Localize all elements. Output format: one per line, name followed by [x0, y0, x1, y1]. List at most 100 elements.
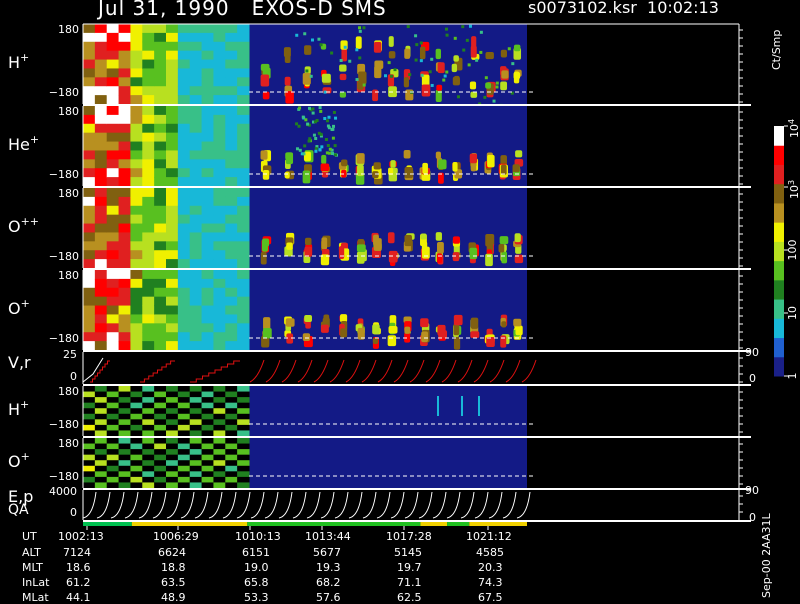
mlat-value: 62.5: [397, 591, 422, 604]
spectrogram-cell: [213, 314, 226, 324]
burst-mark: [302, 333, 311, 341]
spectrogram-cell: [154, 397, 167, 404]
spectrogram-cell: [118, 419, 131, 426]
spectrogram-cell: [177, 454, 191, 461]
alt-value: 6624: [158, 546, 186, 559]
spectrogram-cell: [225, 408, 238, 415]
spectrogram-cell: [106, 438, 120, 445]
spectrogram-cell: [106, 332, 120, 342]
mlt-value: 18.8: [161, 561, 186, 574]
mlt-value: 19.0: [244, 561, 269, 574]
noise-speck: [300, 152, 304, 156]
burst-mark: [388, 167, 394, 176]
spectrogram-cell: [177, 114, 191, 125]
noise-speck: [305, 69, 309, 73]
spectrogram-cell: [94, 397, 108, 404]
spectrogram-cell: [106, 86, 120, 96]
spectrogram-cell: [83, 296, 96, 307]
spectrogram-cell: [106, 296, 120, 307]
spectrogram-cell: [225, 460, 238, 467]
burst-mark: [372, 89, 379, 102]
spectrogram-cell: [94, 413, 108, 420]
spectrogram-cell: [106, 95, 120, 105]
noise-speck: [443, 74, 447, 78]
spectrogram-cell: [83, 287, 96, 298]
spectrogram-cell: [225, 438, 238, 445]
velocity-line: [393, 359, 409, 383]
spectrogram-cell: [118, 305, 131, 315]
spectrogram-cell: [166, 188, 179, 198]
spectrogram-cell: [225, 465, 238, 472]
alt-value: 7124: [63, 546, 91, 559]
burst-mark: [262, 169, 270, 180]
spectrogram-cell: [154, 443, 167, 450]
spectrogram-cell: [201, 177, 214, 187]
spectrogram-cell: [154, 476, 167, 483]
alt-value: 5145: [394, 546, 422, 559]
spectrogram-cell: [154, 270, 167, 280]
spectrogram-cell: [83, 419, 96, 426]
y-tick-label: 180: [58, 385, 79, 398]
burst-mark: [453, 55, 459, 62]
spectrogram-cell: [166, 68, 179, 78]
spectrogram-cell: [130, 24, 143, 34]
spectrogram-cell: [189, 323, 203, 333]
spectrogram-cell: [130, 402, 143, 409]
spectrogram-cell: [237, 177, 250, 187]
burst-mark: [372, 337, 379, 345]
inlat-value: 74.3: [478, 576, 503, 589]
noise-speck: [303, 32, 307, 36]
spectrogram-cell: [106, 68, 120, 78]
spectrogram-cell: [142, 177, 155, 187]
burst-mark: [357, 164, 364, 177]
spectrogram-cell: [83, 114, 96, 125]
ut-value: 1017:28: [386, 530, 432, 543]
spectrogram-cell: [201, 413, 214, 420]
noise-speck: [445, 70, 449, 74]
noise-speck: [323, 117, 327, 121]
noise-speck: [479, 30, 483, 34]
spectrogram-cell: [225, 386, 238, 393]
burst-mark: [420, 318, 429, 328]
noise-speck: [456, 95, 460, 99]
colorbar-swatch: [774, 260, 784, 281]
spectrogram-cell: [237, 460, 250, 467]
panel-8: 4000 0 90 0 QAE,p: [8, 484, 759, 526]
spectrogram-cell: [94, 424, 108, 431]
colorbar-swatch: [774, 126, 784, 146]
spectrogram-cell: [177, 287, 191, 298]
burst-mark: [500, 81, 508, 91]
spectrogram-cell: [166, 177, 179, 187]
spectrogram-cell: [225, 95, 238, 105]
spectrogram-cell: [94, 41, 108, 52]
burst-mark: [387, 335, 397, 347]
energy-ramp: [180, 491, 195, 519]
spectrogram-cell: [189, 132, 203, 143]
spectrogram-cell: [166, 391, 179, 398]
spectrogram-cell: [213, 341, 226, 351]
energy-ramp: [124, 491, 139, 519]
y-tick-label: 180: [58, 187, 79, 200]
spectrogram-cell: [142, 482, 155, 489]
spectrogram-cell: [106, 391, 120, 398]
spectrogram-cell: [225, 323, 238, 333]
spectrogram-cell: [154, 471, 167, 478]
spectrogram-cell: [118, 454, 131, 461]
energy-ramp: [404, 491, 419, 519]
spectrogram-cell: [94, 86, 108, 96]
spectrogram-cell: [177, 150, 191, 160]
spectrogram-cell: [83, 150, 96, 160]
spectrogram-cell: [166, 471, 179, 478]
spectrogram-cell: [225, 106, 238, 116]
spectrogram-cell: [237, 41, 250, 52]
spectrogram-cell: [201, 24, 214, 34]
panel-label: H+: [8, 398, 29, 419]
spectrogram-cell: [225, 391, 238, 398]
spectrogram-cell: [166, 32, 179, 43]
spectrogram-cell: [130, 196, 143, 207]
noise-speck: [333, 153, 337, 157]
spectrogram-cell: [118, 68, 131, 78]
spectrogram-cell: [225, 402, 238, 409]
spectrogram-cell: [106, 443, 120, 450]
energy-ramp: [460, 491, 475, 519]
